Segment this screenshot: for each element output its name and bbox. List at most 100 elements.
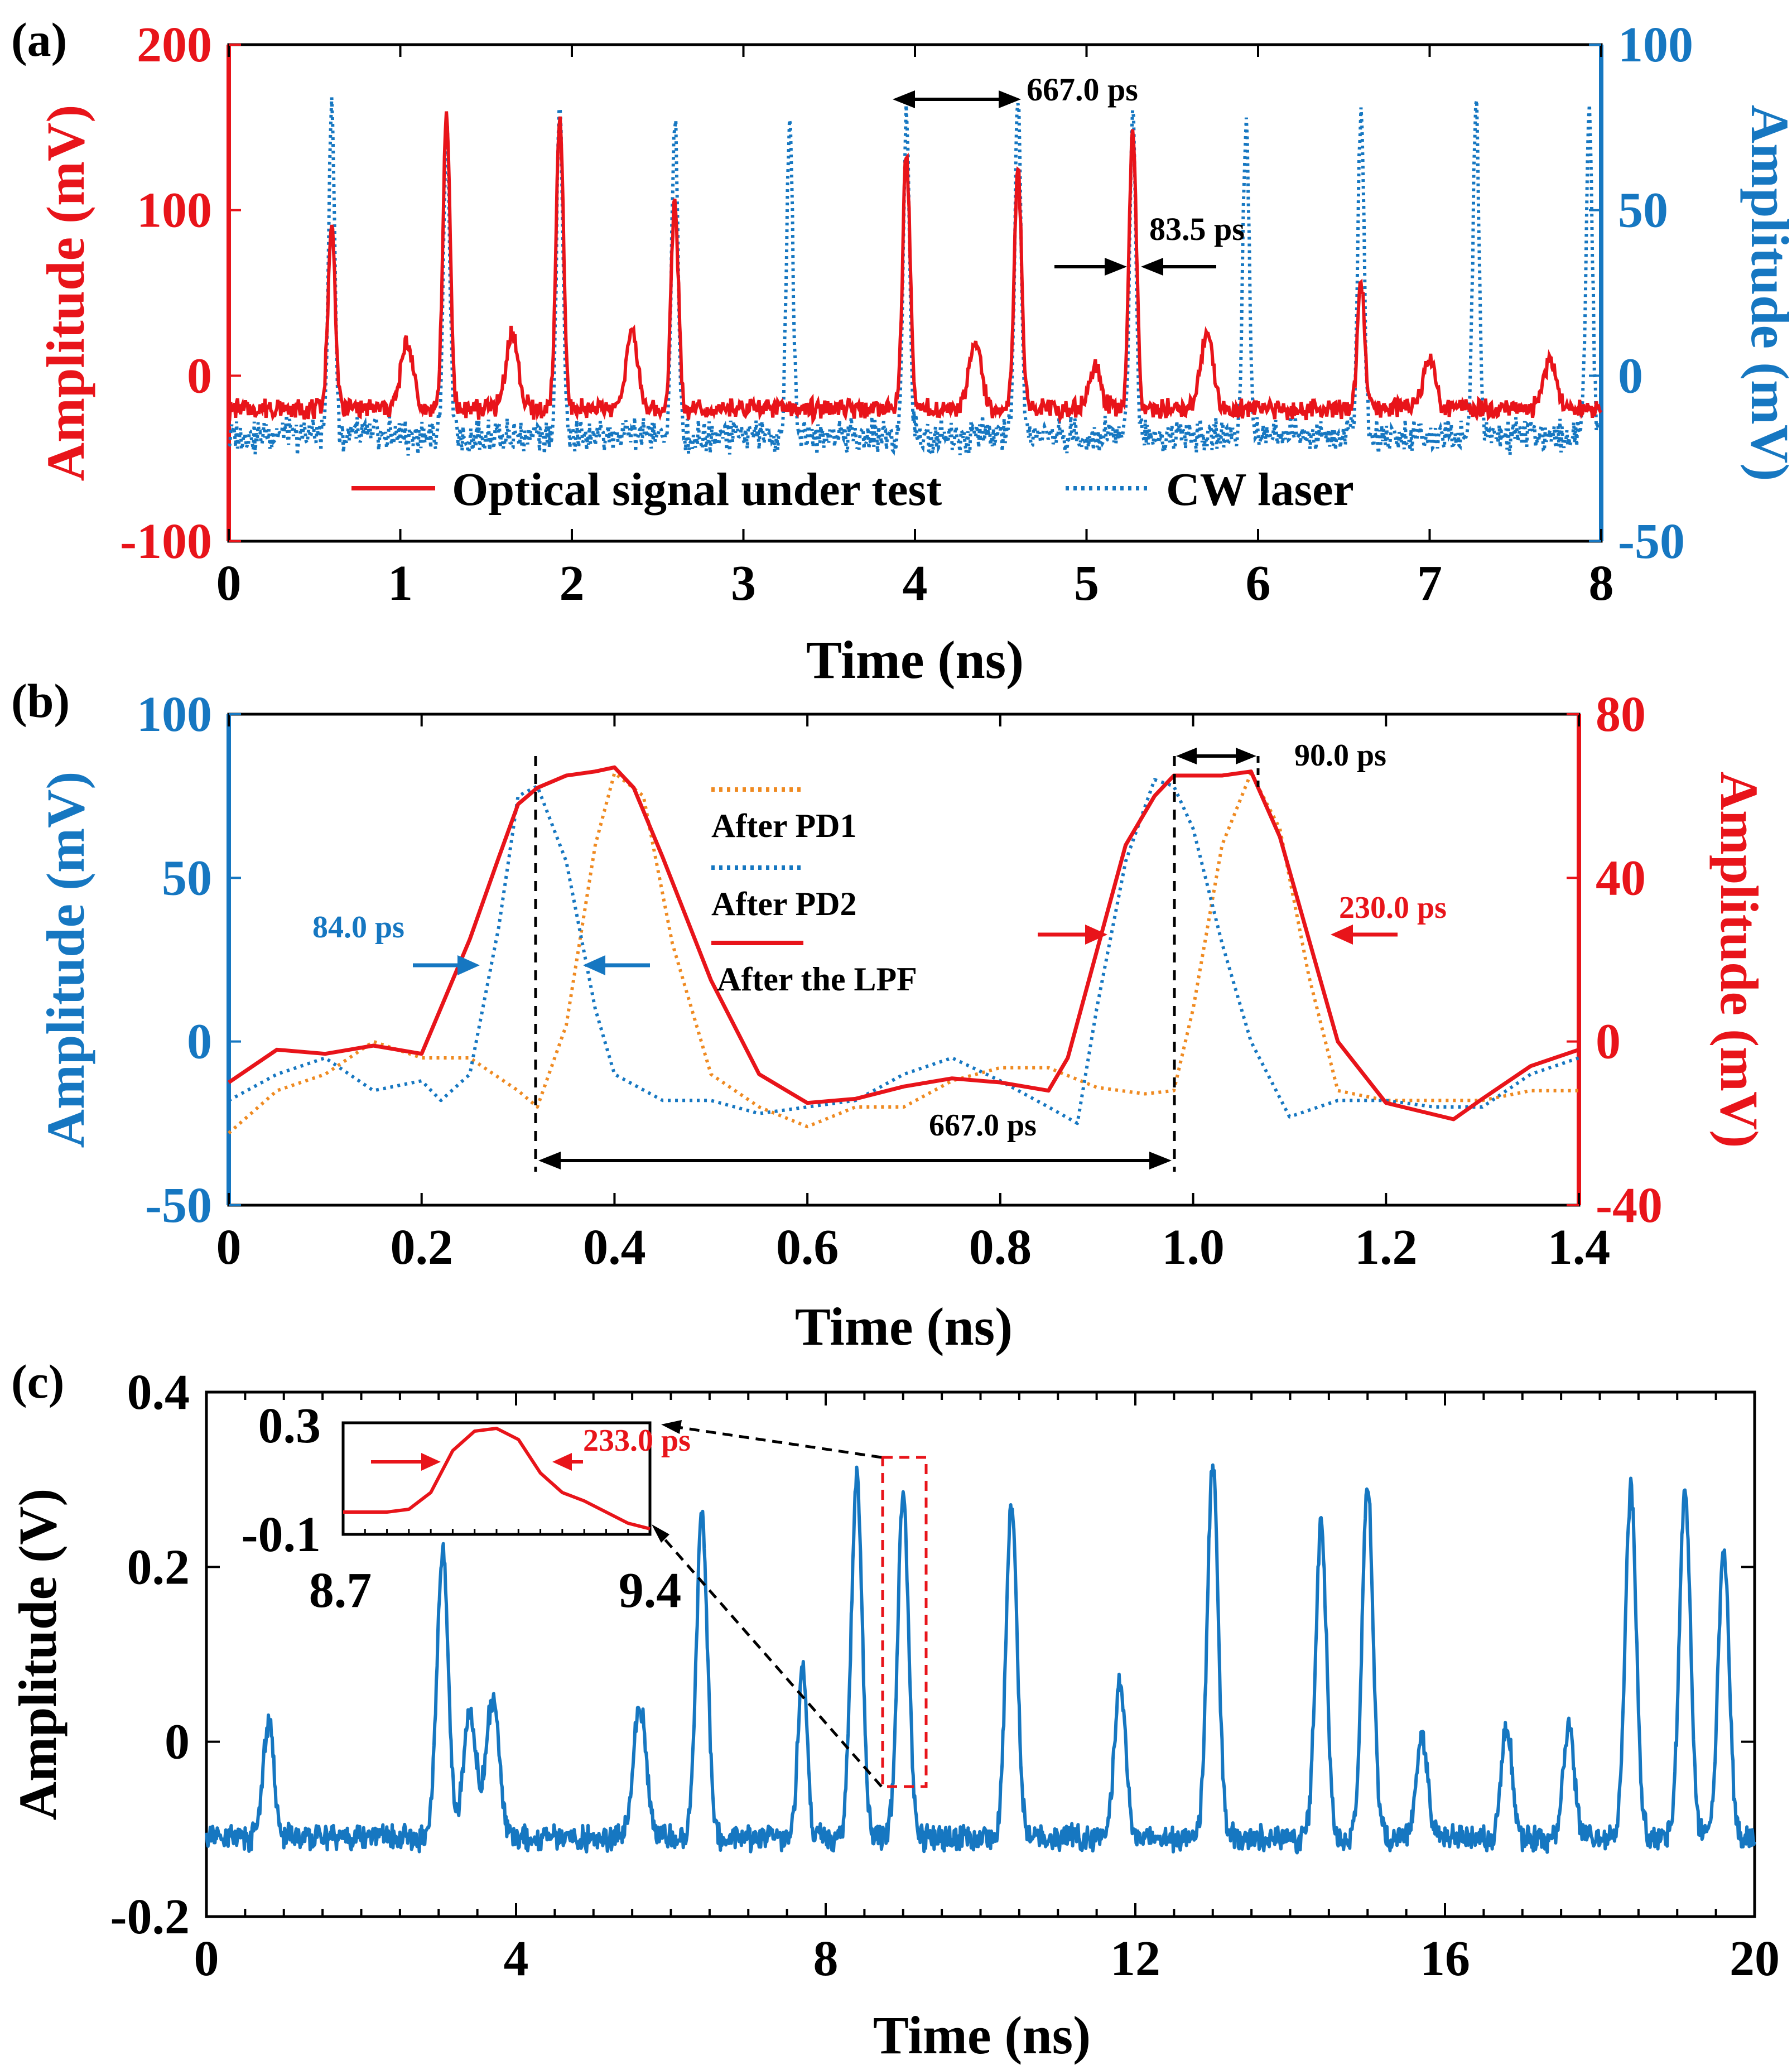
panel-c-y-ticks: 0.4 0.2 0 -0.2 (110, 1365, 1755, 1944)
a-xtick-label: 6 (1246, 556, 1271, 611)
c-xtick-label: 4 (504, 1931, 529, 1986)
panel-b-y-ticks: 100 50 0 -50 80 40 0 -40 (137, 687, 1663, 1233)
panel-b-legend: After PD1 After PD2 After the LPF (711, 787, 917, 998)
b-ytick-right-label: 40 (1596, 850, 1646, 906)
panel-c-x-ticks: 0 4 8 12 16 20 (194, 1392, 1780, 1986)
zoom-connector-top (666, 1424, 882, 1459)
a-xtick-label: 5 (1074, 556, 1099, 611)
inset-y-bottom: -0.1 (242, 1507, 321, 1562)
panel-a-x-title: Time (ns) (806, 630, 1024, 690)
panel-a-plot-area (227, 97, 1603, 458)
series-optical-signal (227, 111, 1603, 426)
panel-c-plot-area (205, 1463, 1756, 1855)
b-ytick-left-label: 50 (162, 850, 212, 906)
a-xtick-label: 7 (1417, 556, 1442, 611)
panel-a-x-ticks: 0 1 2 3 4 5 6 7 8 (216, 45, 1614, 611)
series-cw-laser (227, 97, 1601, 458)
b-ytick-left-label: 100 (137, 687, 212, 742)
panel-a-annotation-period: 667.0 ps (893, 71, 1138, 108)
panel-a-y-left-title: Amplitude (mV) (36, 105, 95, 482)
b-ytick-right-label: 0 (1596, 1014, 1621, 1070)
b-ytick-right-label: -40 (1596, 1178, 1663, 1233)
series-signal (205, 1463, 1756, 1855)
panel-a-y-ticks: 200 100 0 -100 100 50 0 -50 (120, 17, 1693, 569)
c-ytick-label: -0.2 (110, 1889, 190, 1944)
panel-b-y-left-title: Amplitude (mV) (36, 772, 95, 1148)
a-xtick-label: 4 (903, 556, 928, 611)
annotation-83-5: 83.5 ps (1149, 211, 1245, 247)
annotation-84ps: 84.0 ps (312, 910, 404, 945)
panel-a-label: (a) (11, 13, 67, 66)
a-ytick-right-label: 100 (1618, 17, 1693, 73)
series-after-pd1 (228, 771, 1579, 1135)
c-ytick-label: 0.2 (127, 1539, 190, 1595)
b-xtick-label: 1.4 (1548, 1220, 1611, 1275)
panel-c-x-title: Time (ns) (873, 2005, 1091, 2065)
b-xtick-label: 1.0 (1162, 1220, 1225, 1275)
b-ytick-right-label: 80 (1596, 687, 1646, 742)
a-xtick-label: 1 (388, 556, 413, 611)
annotation-667-a: 667.0 ps (1027, 71, 1138, 108)
c-xtick-label: 0 (194, 1931, 219, 1986)
a-ytick-left-label: -100 (120, 514, 212, 569)
inset-box (341, 1421, 652, 1536)
panel-b-annotation-230ps: 230.0 ps (1038, 890, 1447, 945)
a-xtick-label: 2 (560, 556, 585, 611)
b-xtick-label: 0.6 (776, 1220, 839, 1275)
panel-a-y-right-title: Amplitude (mV) (1740, 105, 1792, 482)
c-xtick-label: 16 (1420, 1931, 1470, 1986)
panel-b-label: (b) (11, 674, 70, 728)
annotation-667-b: 667.0 ps (929, 1108, 1037, 1143)
legend-label-lpf: After the LPF (717, 961, 917, 998)
inset-plot-area (343, 1427, 651, 1534)
panel-c-y-title: Amplitude (V) (8, 1489, 68, 1821)
b-xtick-label: 0 (216, 1220, 242, 1275)
panel-b-annotation-667ps: 667.0 ps (538, 1108, 1172, 1169)
b-ytick-left-label: 0 (187, 1014, 212, 1070)
legend-label-pd1: After PD1 (711, 807, 856, 844)
panel-a-legend: Optical signal under test CW laser (351, 464, 1354, 516)
legend-label-cw: CW laser (1166, 464, 1354, 516)
panel-b-axes-box (227, 713, 1581, 1207)
c-ytick-label: 0.4 (127, 1365, 190, 1420)
a-xtick-label: 0 (216, 556, 242, 611)
panel-b-x-ticks: 0 0.2 0.4 0.6 0.8 1.0 1.2 1.4 (216, 714, 1611, 1275)
b-ytick-left-label: -50 (145, 1178, 212, 1233)
c-xtick-label: 20 (1730, 1931, 1780, 1986)
panel-b-plot-area (228, 765, 1580, 1135)
legend-label-optical: Optical signal under test (452, 464, 942, 516)
series-after-the-lpf (228, 765, 1580, 1121)
panel-c-zoom-region (881, 1456, 928, 1788)
panel-b-annotation-84ps: 84.0 ps (312, 910, 650, 975)
series-after-pd2 (228, 778, 1579, 1125)
c-xtick-label: 8 (813, 1931, 839, 1986)
inset-x-right: 9.4 (619, 1563, 682, 1618)
b-xtick-label: 0.8 (969, 1220, 1032, 1275)
b-xtick-label: 0.2 (390, 1220, 453, 1275)
a-ytick-left-label: 100 (137, 183, 212, 238)
a-ytick-left-label: 200 (137, 17, 212, 73)
b-xtick-label: 1.2 (1355, 1220, 1418, 1275)
panel-b-x-title: Time (ns) (795, 1297, 1013, 1356)
a-ytick-right-label: -50 (1618, 514, 1685, 569)
a-ytick-right-label: 50 (1618, 183, 1668, 238)
panel-b-y-right-title: Amplitude (mV) (1709, 772, 1769, 1148)
a-ytick-right-label: 0 (1618, 348, 1643, 403)
a-xtick-label: 3 (731, 556, 756, 611)
zoom-connector-bottom (654, 1528, 883, 1788)
annotation-230ps: 230.0 ps (1339, 890, 1447, 925)
c-xtick-label: 12 (1110, 1931, 1160, 1986)
panel-b-annotation-90ps: 90.0 ps (1176, 738, 1386, 773)
panel-c-label: (c) (11, 1355, 64, 1408)
inset-series (343, 1427, 651, 1530)
annotation-90ps: 90.0 ps (1294, 738, 1386, 773)
a-xtick-label: 8 (1589, 556, 1614, 611)
panel-c-inset: 0.3 -0.1 8.7 9.4 233.0 ps (242, 1398, 691, 1618)
c-ytick-label: 0 (165, 1715, 190, 1770)
panel-b: (b) 0 0.2 0.4 0.6 0.8 1.0 1.2 1.4 100500-508040… (11, 674, 1769, 1356)
inset-y-top: 0.3 (258, 1398, 321, 1453)
legend-label-pd2: After PD2 (711, 885, 856, 922)
panel-a-annotation-width: 83.5 ps (1054, 211, 1245, 276)
